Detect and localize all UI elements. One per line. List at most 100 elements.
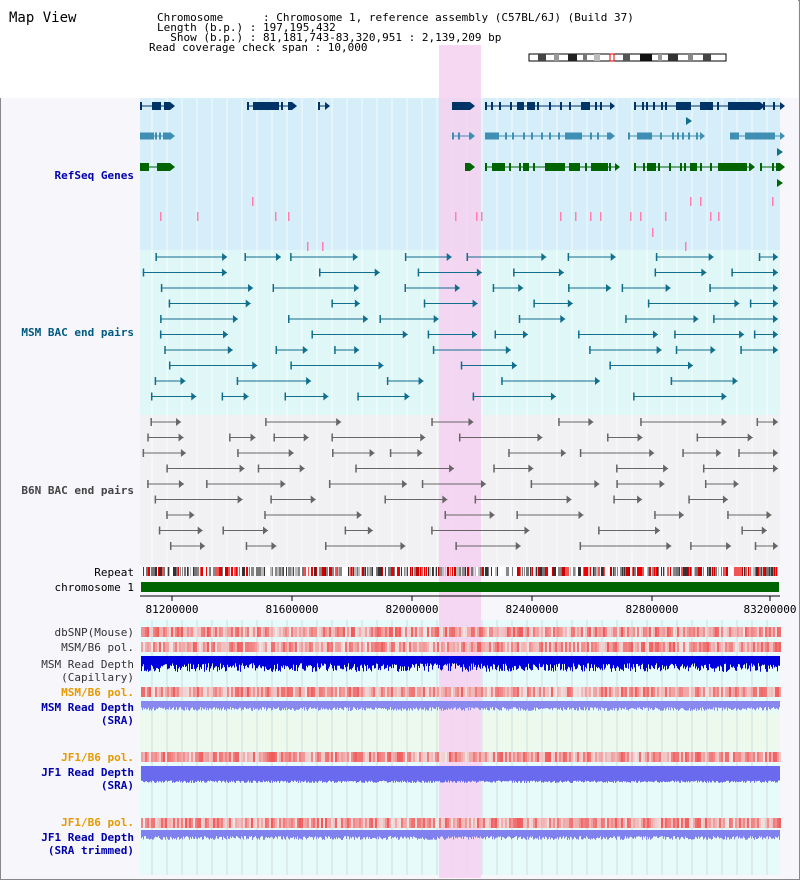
read-depth-bar — [443, 830, 444, 839]
polymorphism-cell — [147, 818, 149, 828]
polymorphism-cell — [247, 627, 249, 637]
bac-end — [578, 511, 584, 519]
read-depth-bar — [594, 830, 595, 839]
read-depth-bar — [385, 766, 386, 782]
polymorphism-cell — [217, 687, 219, 697]
polymorphism-cell — [181, 752, 183, 762]
repeat-block — [467, 567, 469, 576]
read-depth-bar — [237, 830, 238, 837]
read-depth-bar — [345, 656, 346, 668]
polymorphism-cell — [513, 642, 515, 652]
polymorphism-cell — [479, 627, 481, 637]
polymorphism-cell — [597, 752, 599, 762]
read-depth-bar — [623, 656, 624, 672]
polymorphism-cell — [551, 627, 553, 637]
gene-exon — [569, 102, 571, 110]
read-depth-bar — [720, 656, 721, 666]
repeat-block — [655, 567, 656, 576]
read-depth-bar — [588, 830, 589, 840]
polymorphism-cell — [759, 752, 761, 762]
repeat-block — [272, 567, 273, 576]
polymorphism-cell — [747, 752, 749, 762]
read-depth-bar — [624, 766, 625, 782]
read-depth-bar — [510, 701, 511, 710]
repeat-block — [203, 567, 206, 576]
read-depth-bar — [582, 830, 583, 840]
read-depth-bar — [399, 656, 400, 669]
read-depth-bar — [416, 830, 417, 838]
read-depth-bar — [651, 766, 652, 782]
read-depth-bar — [160, 766, 161, 782]
read-depth-bar — [773, 656, 774, 665]
read-depth-bar — [546, 656, 547, 665]
read-depth-bar — [609, 830, 610, 839]
read-depth-bar — [176, 830, 177, 840]
gene-exon — [492, 163, 503, 171]
read-depth-bar — [303, 830, 304, 837]
polymorphism-cell — [377, 627, 379, 637]
gene-exon — [665, 102, 667, 110]
gene-exon — [169, 132, 170, 140]
polymorphism-cell — [245, 818, 247, 828]
repeat-block — [756, 567, 758, 576]
read-depth-bar — [301, 830, 302, 840]
polymorphism-cell — [181, 627, 183, 637]
snp-marker — [160, 212, 162, 221]
read-depth-bar — [217, 656, 218, 672]
read-depth-bar — [777, 766, 778, 783]
read-depth-bar — [434, 766, 435, 783]
polymorphism-cell — [391, 642, 393, 652]
polymorphism-cell — [255, 818, 257, 828]
polymorphism-cell — [437, 752, 439, 762]
read-depth-bar — [200, 656, 201, 668]
polymorphism-cell — [477, 627, 479, 637]
polymorphism-cell — [527, 627, 529, 637]
polymorphism-cell — [383, 627, 385, 637]
bac-end — [708, 253, 714, 261]
gene-exon — [660, 132, 662, 140]
bac-end — [709, 284, 711, 292]
polymorphism-cell — [171, 627, 173, 637]
gene-exon — [510, 102, 512, 110]
polymorphism-cell — [663, 818, 665, 828]
polymorphism-cell — [167, 687, 169, 697]
repeat-block — [213, 567, 216, 576]
polymorphism-cell — [335, 642, 337, 652]
read-depth-bar — [294, 830, 295, 840]
polymorphism-cell — [215, 818, 217, 828]
polymorphism-cell — [767, 687, 769, 697]
polymorphism-cell — [757, 687, 759, 697]
read-depth-bar — [183, 830, 184, 837]
read-depth-bar — [660, 656, 661, 672]
read-depth-bar — [362, 701, 363, 710]
read-depth-bar — [215, 656, 216, 667]
read-depth-bar — [711, 656, 712, 669]
bac-end — [206, 480, 208, 488]
read-depth-bar — [661, 656, 662, 671]
repeat-block — [286, 567, 287, 576]
read-depth-bar — [146, 656, 147, 672]
read-depth-bar — [321, 830, 322, 838]
read-depth-bar — [487, 766, 488, 782]
read-depth-bar — [296, 701, 297, 710]
read-depth-bar — [492, 830, 493, 840]
polymorphism-cell — [361, 642, 363, 652]
bac-end — [665, 284, 671, 292]
read-depth-bar — [305, 766, 306, 781]
polymorphism-cell — [415, 627, 417, 637]
read-depth-bar — [342, 830, 343, 840]
read-depth-bar — [680, 701, 681, 709]
read-depth-bar — [172, 830, 173, 840]
polymorphism-cell — [621, 627, 623, 637]
polymorphism-cell — [229, 818, 231, 828]
polymorphism-cell — [333, 818, 335, 828]
polymorphism-cell — [155, 687, 157, 697]
read-depth-bar — [196, 766, 197, 783]
read-depth-bar — [193, 830, 194, 839]
read-depth-bar — [746, 701, 747, 711]
polymorphism-cell — [727, 752, 729, 762]
bac-end — [239, 464, 245, 473]
chromosome-ideogram[interactable] — [528, 52, 728, 64]
read-depth-bar — [417, 701, 418, 710]
